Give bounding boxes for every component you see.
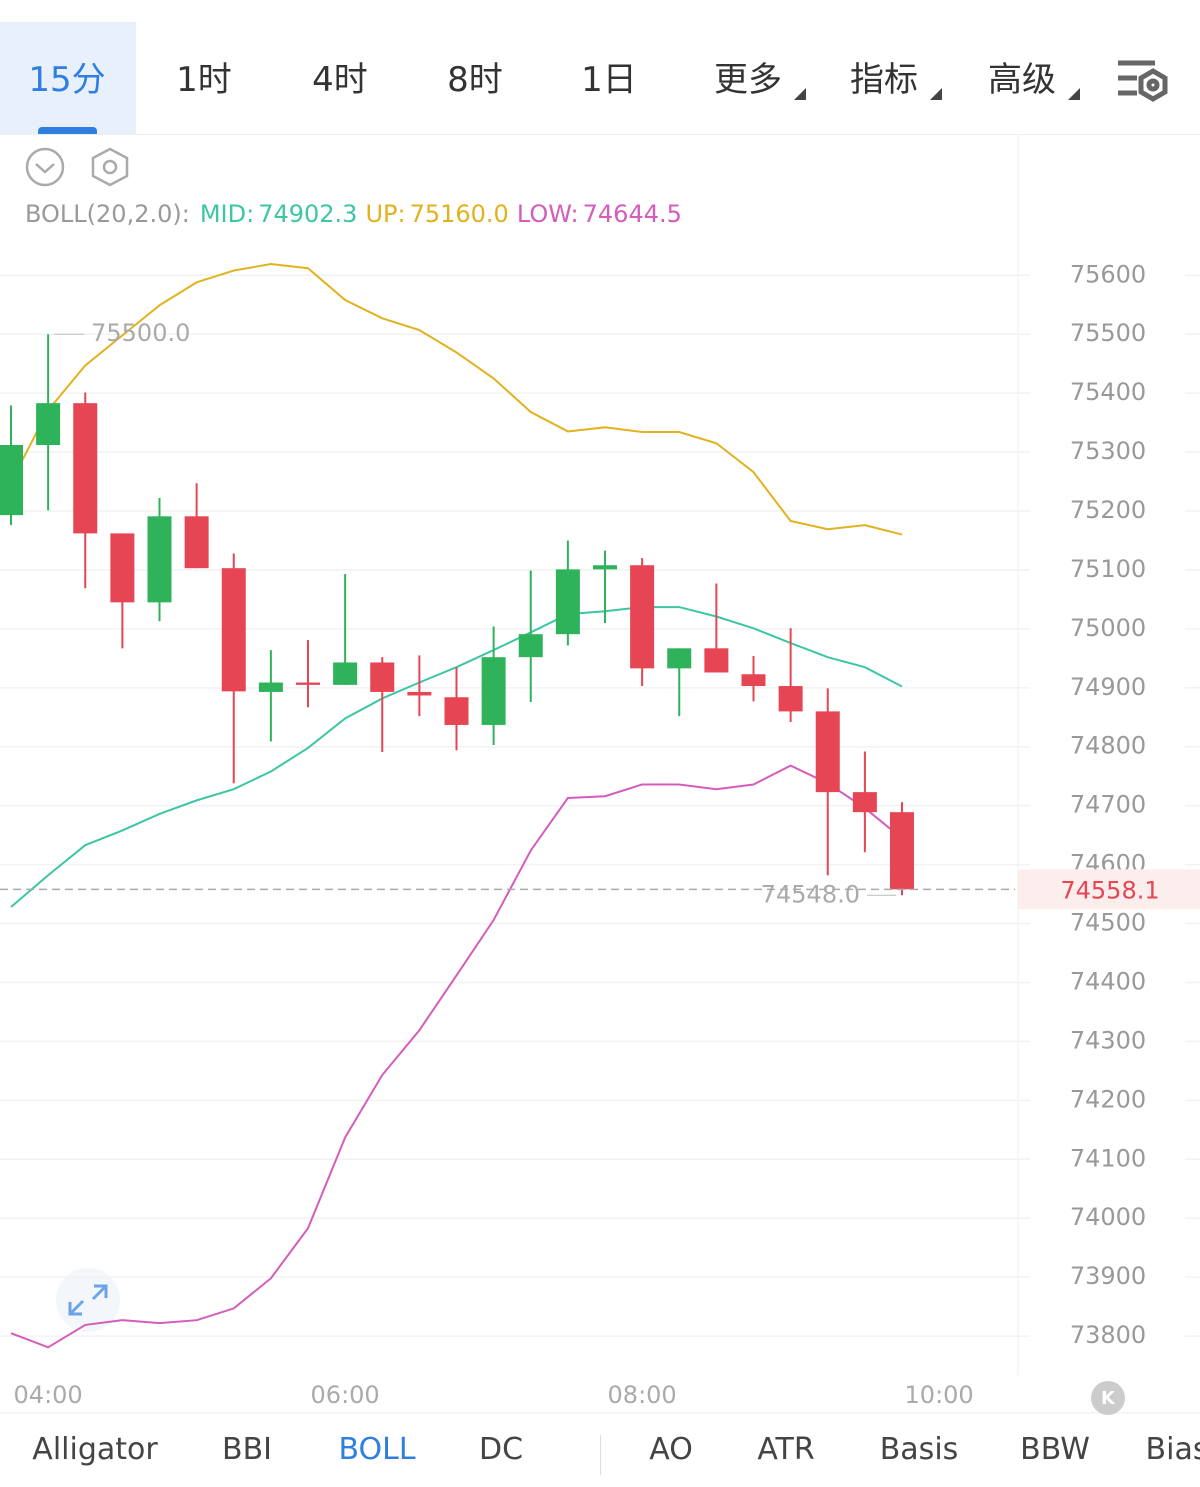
candle-body (741, 674, 766, 687)
indicator-tab[interactable]: BBI (221, 1432, 273, 1467)
candle-body (852, 792, 877, 813)
legend-value: 74644.5 (582, 200, 682, 228)
candle-body (258, 682, 283, 692)
candle-body (555, 569, 580, 635)
candle-body (890, 812, 914, 890)
indicator-line (10, 606, 903, 908)
x-tick-label: 04:00 (14, 1381, 83, 1409)
scroll-latest-icon: K (1101, 1388, 1116, 1409)
candle-body (407, 691, 432, 696)
tab-bar-border (0, 134, 1200, 135)
last-price-box (1018, 869, 1200, 910)
candle-body (221, 568, 246, 692)
indicator-tab[interactable]: Bias (1145, 1432, 1200, 1467)
candle-body (370, 662, 395, 692)
y-tick-label: 75400 (1070, 378, 1146, 406)
timeframe-tab[interactable]: 1日 (581, 60, 637, 100)
candle-body (815, 711, 840, 793)
candle-body (704, 648, 729, 673)
dropdown-triangle (930, 88, 942, 100)
settings-hex-dot (102, 159, 118, 175)
max-marker-label: 75500.0 (91, 319, 190, 347)
timeframe-tab[interactable]: 高级 (988, 60, 1056, 100)
y-tick-label: 73900 (1070, 1262, 1146, 1290)
indicator-tab[interactable]: BOLL (338, 1432, 416, 1467)
timeframe-tab[interactable]: 15分 (28, 60, 106, 100)
candle-body (481, 657, 506, 725)
legend-value: 75160.0 (409, 200, 509, 228)
x-tick-label: 06:00 (311, 1381, 380, 1409)
indicator-tab[interactable]: DC (478, 1432, 524, 1467)
y-tick-label: 75600 (1070, 260, 1146, 288)
legend-name: UP: (365, 200, 406, 228)
y-tick-label: 74100 (1070, 1144, 1146, 1172)
y-tick-label: 74000 (1070, 1203, 1146, 1231)
y-tick-label: 75500 (1070, 319, 1146, 347)
y-tick-label: 74800 (1070, 732, 1146, 760)
timeframe-tab[interactable]: 4时 (312, 60, 368, 100)
candle-body (147, 516, 172, 603)
active-tab-underline (38, 127, 97, 135)
settings-icon[interactable] (1115, 58, 1173, 104)
y-tick-label: 75300 (1070, 437, 1146, 465)
last-price-label: 74558.1 (1060, 876, 1159, 904)
y-tick-label: 74200 (1070, 1085, 1146, 1113)
y-tick-label: 75200 (1070, 496, 1146, 524)
indicator-divider (600, 1435, 601, 1475)
timeframe-tab[interactable]: 1时 (176, 60, 232, 100)
settings-hex-icon[interactable] (91, 147, 129, 187)
legend-value: 74902.3 (258, 200, 358, 228)
candle-body (630, 565, 655, 669)
timeframe-tab[interactable]: 更多 (714, 60, 782, 100)
timeframe-tab[interactable]: 指标 (850, 60, 918, 100)
timeframe-tab[interactable]: 8时 (447, 60, 503, 100)
y-tick-label: 75000 (1070, 614, 1146, 642)
y-tick-label: 74700 (1070, 791, 1146, 819)
indicator-line (10, 263, 903, 536)
y-tick-label: 74400 (1070, 967, 1146, 995)
chart: K 73800 73900 74000 74100 74200 74300 74400 745… (0, 135, 1200, 1415)
x-tick-label: 10:00 (905, 1381, 974, 1409)
indicator-tab[interactable]: BBW (1020, 1432, 1090, 1467)
y-tick-label: 75100 (1070, 555, 1146, 583)
legend-name: LOW: (516, 200, 579, 228)
y-tick-label: 74900 (1070, 673, 1146, 701)
candle-body (778, 686, 803, 712)
expand-icon (68, 1284, 108, 1316)
candle-body (593, 565, 617, 570)
candle-body (110, 533, 135, 603)
indicator-line (10, 764, 903, 1349)
dropdown-triangle (1068, 88, 1080, 100)
y-tick-label: 74500 (1070, 909, 1146, 937)
y-tick-label: 74300 (1070, 1026, 1146, 1054)
expand-button[interactable] (56, 1268, 120, 1332)
indicator-tab[interactable]: Basis (879, 1432, 959, 1467)
candle-body (73, 403, 98, 534)
y-tick-label: 73800 (1070, 1321, 1146, 1349)
indicator-tab[interactable]: Alligator (32, 1432, 158, 1467)
candle-body (518, 634, 543, 658)
collapse-chevron (35, 163, 55, 174)
indicator-legend: BOLL(20,2.0): MID: 74902.3 UP: 75160.0 LOW: 74… (25, 200, 690, 228)
active-tab-bg (0, 22, 136, 134)
indicator-tab[interactable]: AO (649, 1432, 693, 1467)
min-marker-label: 74548.0 (761, 880, 860, 908)
collapse-icon[interactable] (25, 147, 65, 187)
indicator-tab[interactable]: ATR (757, 1432, 815, 1467)
candle-body (0, 445, 23, 516)
x-tick-label: 08:00 (608, 1381, 677, 1409)
candle-body (36, 403, 61, 445)
candle-body (667, 648, 692, 669)
legend-name: MID: (199, 200, 255, 228)
dropdown-triangle (794, 88, 806, 100)
candle-body (296, 682, 320, 685)
candle-body (444, 697, 469, 725)
candle-body (333, 662, 358, 685)
scroll-latest-button[interactable] (1091, 1381, 1125, 1415)
candle-body (184, 516, 209, 569)
indicator-label: BOLL(20,2.0): (25, 200, 190, 228)
